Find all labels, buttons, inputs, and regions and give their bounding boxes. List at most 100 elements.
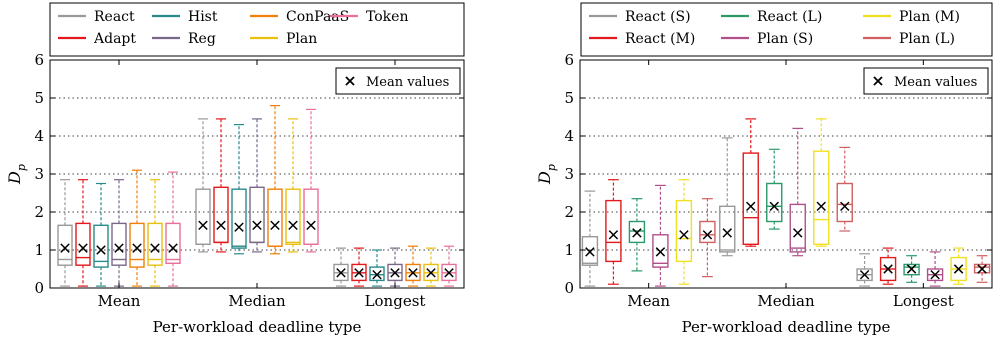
mean-marker [679,230,689,240]
mean-legend-box [863,67,989,95]
mean-marker [883,264,893,274]
y-tick-label: 0 [564,279,574,297]
y-axis-label-main: D [5,171,24,185]
box-conpaas-median [267,104,283,255]
legend-label: Adapt [93,31,136,47]
legend-item-reg: Reg [152,31,216,47]
series-legend-box [580,2,993,57]
y-tick-label: 3 [34,165,44,183]
x-tick-label: Longest [893,292,954,310]
y-tick-label: 1 [564,241,574,259]
box-plan-longest [423,247,439,287]
box-plan-m--longest [950,247,967,285]
legend-label: ConPaaS [286,9,349,25]
legend-label: React (L) [757,9,822,25]
mean-values-legend: Mean values [335,67,461,95]
box-iqr [129,222,145,268]
mean-legend-box [335,67,461,95]
mean-marker [132,243,142,253]
legend-label: Token [366,9,408,25]
y-tick-label: 5 [564,89,574,107]
legend-label: Plan (S) [757,31,813,47]
box-plan-m--median [813,118,830,247]
mean-marker [168,243,178,253]
box-iqr [267,188,283,247]
box-plan-l--median [836,146,853,232]
box-adapt-mean [75,179,91,287]
y-tick-label: 2 [564,203,574,221]
mean-marker [793,228,803,238]
box-iqr [195,188,211,245]
mean-legend-marker [873,76,883,86]
legend-label: Plan [286,31,317,47]
mean-marker [746,201,756,212]
box-token-longest [441,245,457,287]
box-iqr [213,186,229,244]
box-token-mean [165,171,181,287]
box-iqr [675,199,693,263]
legend-label: Plan (L) [899,31,955,47]
box-conpaas-mean [129,169,145,287]
mean-marker [632,228,642,238]
box-iqr [165,222,181,264]
series-legend: React (S) React (M) React (L) Plan (S) Plan … [580,2,993,57]
box-iqr [973,263,991,274]
legend-item-react-s: React (S) [589,9,691,25]
mean-marker [977,264,987,274]
mean-marker [816,201,826,212]
mean-values-legend: Mean values [863,67,989,95]
box-iqr [581,235,599,266]
box-adapt-longest [351,247,367,287]
legend-label: React (S) [625,9,691,25]
legend-item-react: React [58,9,135,25]
box-react-m--median [742,118,759,247]
mean-marker [60,243,70,253]
series-legend-box [49,2,465,57]
legend-item-hist: Hist [152,9,218,25]
box-react-l--median [766,148,783,230]
box-conpaas-longest [405,245,421,287]
legend-label: Plan (M) [899,9,960,25]
box-iqr [699,220,716,244]
box-react-longest [333,247,349,287]
x-axis-label: Per-workload deadline type [153,318,362,336]
mean-marker [270,220,280,231]
x-tick-label: Mean [627,292,670,310]
box-iqr [147,222,163,266]
x-tick-label: Longest [365,292,426,310]
box-iqr [231,188,247,249]
box-iqr [903,263,920,276]
x-tick-label: Median [757,292,815,310]
x-tick-label: Mean [98,292,141,310]
mean-marker [769,201,779,212]
mean-marker [96,245,106,255]
mean-marker [655,247,666,257]
box-reg-longest [387,247,403,287]
legend-item-plan-l: Plan (L) [863,31,955,47]
box-plan-s--longest [926,251,944,287]
box-plan-median [285,118,301,253]
y-axis-label-subscript: p [15,164,28,171]
mean-marker [953,264,964,274]
box-iqr [719,205,736,253]
box-iqr [369,266,385,282]
y-tick-label: 3 [564,165,574,183]
box-reg-median [249,118,265,253]
y-tick-label: 2 [34,203,44,221]
mean-marker [354,268,364,278]
box-plan-l--longest [973,255,991,283]
mean-marker [252,220,262,231]
x-tick-label: Median [228,292,286,310]
mean-marker [426,268,436,278]
y-tick-label: 6 [564,51,574,69]
mean-marker [288,220,298,231]
y-axis-label-main: D [535,171,554,185]
box-iqr [285,188,301,245]
y-tick-label: 4 [34,127,44,145]
legend-item-plan-s: Plan (S) [721,31,813,47]
y-tick-label: 4 [564,127,574,145]
mean-marker [722,228,732,238]
y-axis-label: Dp [5,164,28,185]
